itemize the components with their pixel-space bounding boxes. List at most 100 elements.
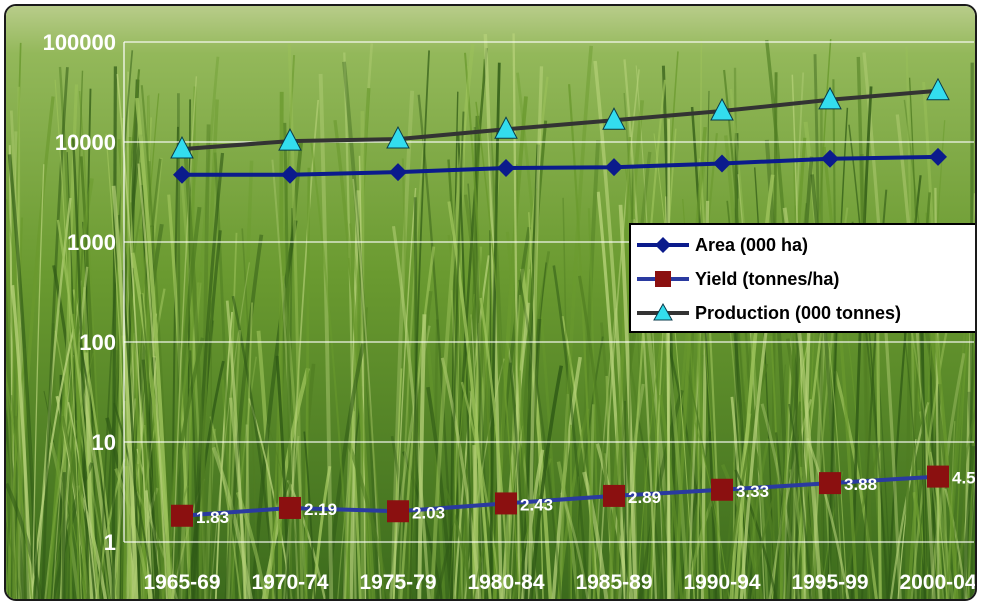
grass-blade xyxy=(224,234,264,599)
grass-blade xyxy=(910,327,945,599)
grass-blade xyxy=(636,343,661,599)
grass-blade xyxy=(489,62,501,599)
grass-blade xyxy=(211,446,253,599)
data-labels: 1.83 2.19 2.03 2.43 2.89 3.33 3.88 4.51 xyxy=(196,469,975,527)
grass-blade xyxy=(73,354,115,599)
grass-blade xyxy=(67,402,98,599)
grass-blade xyxy=(158,337,205,599)
production-point xyxy=(278,128,302,151)
grass-blade xyxy=(71,138,90,599)
grass-blade xyxy=(111,185,139,599)
grass-blade xyxy=(47,396,66,599)
grass-blade xyxy=(962,445,975,599)
grass-blade xyxy=(144,424,156,599)
grass-blade xyxy=(509,362,527,599)
grass-blade xyxy=(271,159,300,599)
grass-blade xyxy=(560,492,590,599)
y-tick-label: 100 xyxy=(79,330,116,355)
grass-blade xyxy=(78,91,105,599)
yield-point xyxy=(495,492,517,515)
grass-blade xyxy=(401,158,412,599)
grass-blade xyxy=(170,126,179,599)
grass-blade xyxy=(557,45,593,599)
grass-blade xyxy=(113,402,156,599)
grass-blade xyxy=(227,329,242,599)
area-point xyxy=(173,165,191,184)
yield-point xyxy=(819,472,841,495)
grass-blade xyxy=(393,187,417,599)
x-tick-label: 1995-99 xyxy=(791,571,868,594)
grass-blade xyxy=(221,379,236,599)
series-line-2 xyxy=(181,88,939,152)
y-axis-ticks: 1 10 100 1000 10000 100000 xyxy=(43,30,116,555)
grass-blade xyxy=(7,154,40,599)
legend-item-production: Production (000 tonnes) xyxy=(631,298,901,328)
x-tick-label: 1970-74 xyxy=(251,571,328,594)
grass-blade xyxy=(568,84,596,599)
grass-blade xyxy=(105,134,133,599)
grass-blade xyxy=(116,73,150,599)
rice-chart: 1 10 100 1000 10000 100000 1965-69 1970-74 1975… xyxy=(6,6,975,599)
legend: Area (000 ha) Yield (tonnes/ha) Producti… xyxy=(629,223,975,333)
grass-blade xyxy=(318,73,334,599)
legend-label-yield: Yield (tonnes/ha) xyxy=(695,268,840,289)
grass-blade xyxy=(209,416,242,599)
grass-blade xyxy=(271,55,296,599)
y-tick-label: 100000 xyxy=(43,30,116,55)
yield-data-label: 3.88 xyxy=(844,475,877,494)
grass-blade xyxy=(596,191,627,599)
grass-blade xyxy=(578,275,618,599)
grass-blade xyxy=(189,350,200,599)
area-point xyxy=(605,158,623,177)
grass-blade xyxy=(638,389,684,599)
grass-blade xyxy=(79,156,103,599)
grass-blade xyxy=(944,406,975,599)
grass-blade xyxy=(447,201,492,599)
yield-data-label: 2.43 xyxy=(520,495,553,514)
grass-blade xyxy=(698,158,722,599)
area-point xyxy=(497,158,515,177)
production-point xyxy=(494,116,518,139)
grass-blade xyxy=(429,43,475,599)
grass-blade xyxy=(210,297,213,599)
grass-blade xyxy=(287,43,304,599)
grass-blade xyxy=(6,371,33,599)
x-tick-label: 1990-94 xyxy=(683,571,760,594)
grass-blade xyxy=(14,415,27,599)
grass-blade xyxy=(556,461,580,599)
grass-blade xyxy=(124,400,135,599)
grass-blade xyxy=(785,338,817,599)
production-point xyxy=(710,97,734,121)
grass-blade xyxy=(512,33,521,599)
grass-blade xyxy=(138,228,166,599)
x-tick-label: 1975-79 xyxy=(359,571,436,594)
yield-point xyxy=(927,465,949,488)
grass-blade xyxy=(578,140,601,599)
yield-point xyxy=(603,484,625,507)
grass-blade xyxy=(6,478,11,599)
grass-blade xyxy=(6,482,44,599)
production-point xyxy=(386,125,410,149)
chart-frame: 1 10 100 1000 10000 100000 1965-69 1970-74 1975… xyxy=(4,4,977,601)
grass-blade xyxy=(510,269,531,599)
series-lines xyxy=(181,88,939,518)
grass-blade xyxy=(114,468,153,599)
grass-blade xyxy=(724,135,760,599)
grass-blade xyxy=(967,391,975,592)
area-point xyxy=(929,147,947,166)
grass-blade xyxy=(61,472,66,599)
grass-blade xyxy=(344,411,355,599)
grass-blade xyxy=(12,96,55,599)
grass-blade xyxy=(806,437,850,599)
grass-blade xyxy=(295,363,316,599)
grass-blade xyxy=(910,316,951,599)
grass-blade xyxy=(582,471,609,599)
grass-blade xyxy=(561,316,600,599)
grass-blade xyxy=(895,114,936,599)
production-point xyxy=(602,107,626,130)
grass-blade xyxy=(144,490,153,599)
grass-blade xyxy=(140,294,162,599)
grass-blade xyxy=(11,285,33,599)
grass-blade xyxy=(325,343,366,599)
grass-blade xyxy=(275,355,291,599)
